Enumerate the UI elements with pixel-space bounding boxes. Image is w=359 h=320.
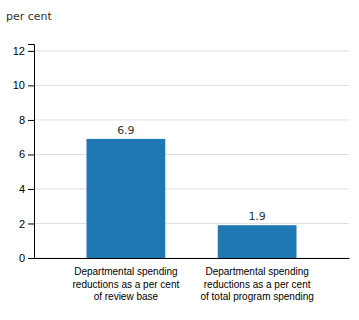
- y-tick: 10: [13, 79, 34, 91]
- x-tick-label: Departmental spending reductions as a per…: [73, 266, 180, 302]
- y-axis-line: [28, 45, 35, 259]
- x-axis-line: [35, 258, 350, 259]
- y-tick-label: 8: [19, 114, 25, 126]
- data-labels: 6.9 1.9: [117, 124, 266, 223]
- y-tick-mark: [28, 189, 34, 190]
- bar: [87, 139, 166, 258]
- y-tick: 6: [19, 148, 34, 160]
- grid: [34, 51, 349, 258]
- x-tick-label-line: reductions as a per cent: [204, 279, 311, 290]
- chart: 0 2 4 6 8 10 12 Departmental spending reductions…: [0, 0, 359, 320]
- y-axis-title: per cent: [6, 10, 53, 23]
- grid-line: [34, 258, 349, 259]
- y-tick-label: 0: [19, 252, 25, 264]
- x-tick-label-line: Departmental spending: [205, 266, 308, 277]
- data-label: 6.9: [117, 124, 135, 137]
- plot: 0 2 4 6 8 10 12 Departmental spending reductions…: [13, 45, 350, 303]
- y-tick-mark: [28, 51, 34, 52]
- y-tick: 8: [19, 114, 34, 126]
- y-tick: 0: [19, 252, 34, 264]
- y-tick-mark: [28, 85, 34, 86]
- y-tick-mark: [28, 154, 34, 155]
- x-tick-label-line: of review base: [94, 291, 159, 302]
- bar: [218, 225, 297, 258]
- grid-line: [34, 50, 349, 51]
- y-tick: 2: [19, 218, 34, 230]
- grid-line: [34, 188, 349, 189]
- grid-line: [34, 223, 349, 224]
- grid-line: [34, 154, 349, 155]
- y-tick-label: 12: [13, 45, 25, 57]
- grid-line: [34, 85, 349, 86]
- x-tick-label-line: Departmental spending: [74, 266, 177, 277]
- bars: [87, 139, 297, 258]
- y-axis: 0 2 4 6 8 10 12: [13, 45, 35, 265]
- x-tick-label: Departmental spending reductions as a per…: [200, 266, 313, 302]
- y-tick: 12: [13, 45, 34, 57]
- grid-line: [34, 119, 349, 120]
- y-tick-mark: [28, 120, 34, 121]
- y-tick-label: 2: [19, 218, 25, 230]
- x-tick: Departmental spending reductions as a per…: [73, 266, 180, 302]
- x-tick-label-line: reductions as a per cent: [73, 279, 180, 290]
- y-tick: 4: [19, 183, 34, 195]
- y-tick-label: 6: [19, 148, 25, 160]
- y-tick-label: 4: [19, 183, 25, 195]
- x-axis: Departmental spending reductions as a per…: [35, 259, 350, 303]
- y-tick-mark: [28, 223, 34, 224]
- y-tick-label: 10: [13, 79, 25, 91]
- y-tick-mark: [28, 258, 34, 259]
- x-tick: Departmental spending reductions as a per…: [200, 266, 313, 302]
- data-label: 1.9: [248, 210, 266, 223]
- x-tick-label-line: of total program spending: [200, 291, 313, 302]
